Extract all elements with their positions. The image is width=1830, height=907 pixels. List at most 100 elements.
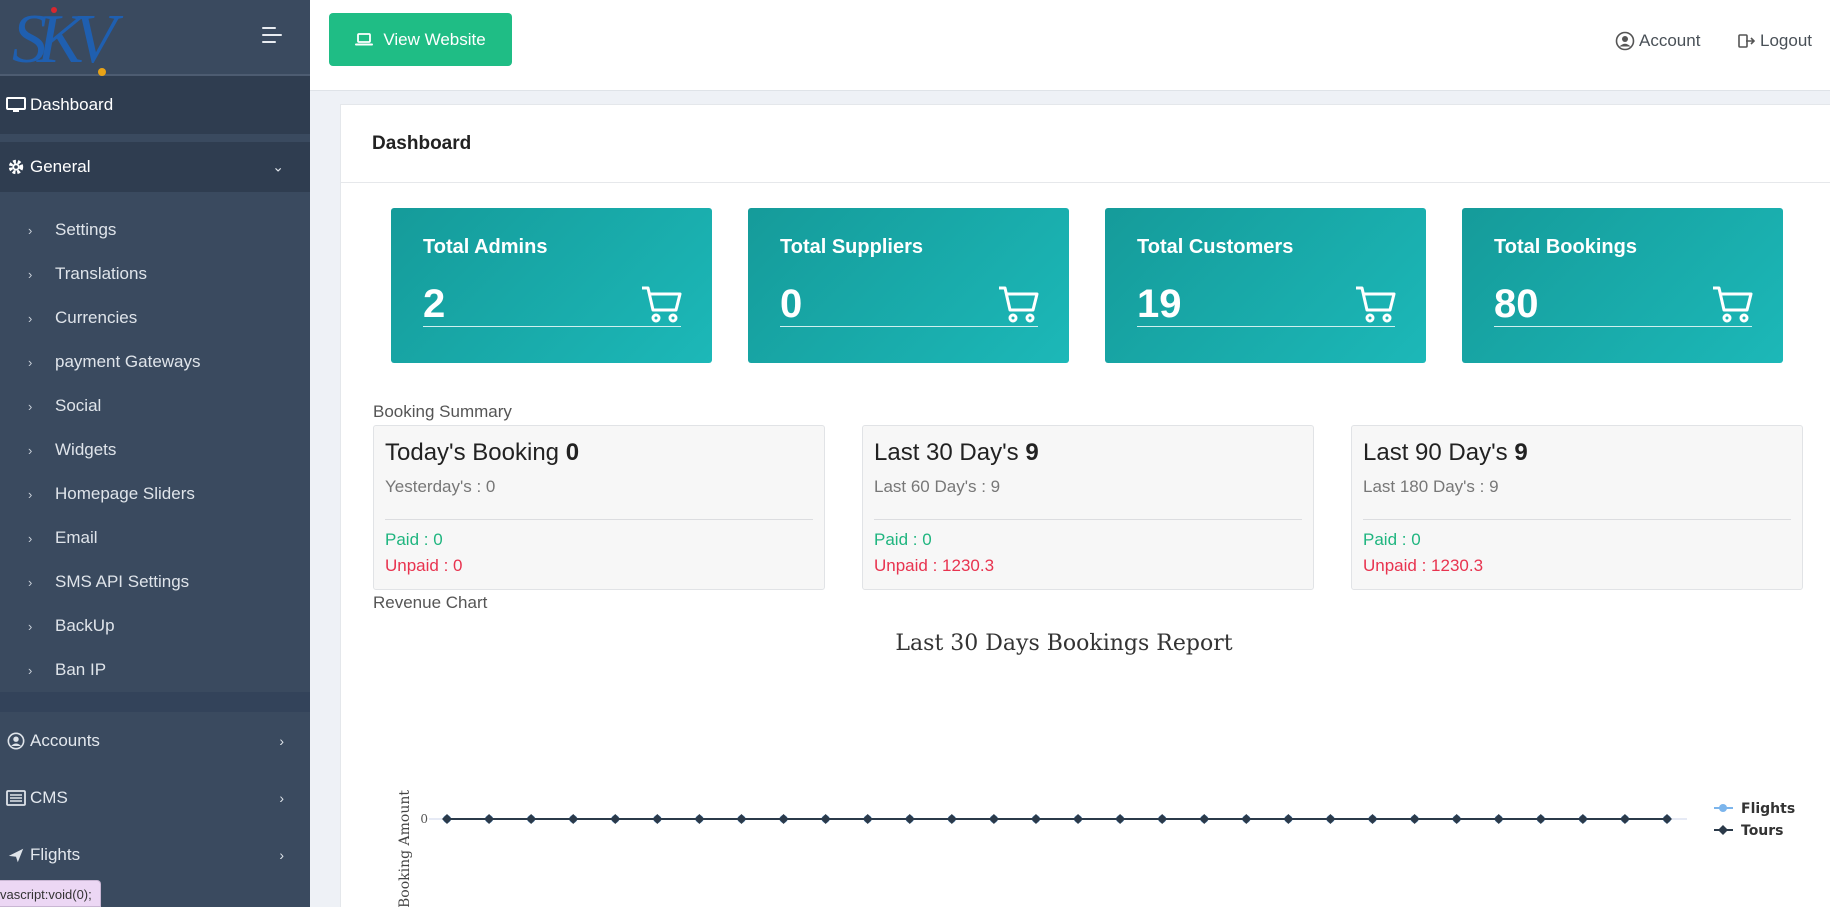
data-point-tours[interactable] xyxy=(1493,814,1504,824)
sidebar-item-label: SMS API Settings xyxy=(55,572,190,591)
y-axis-label: Booking Amount xyxy=(397,790,413,907)
data-point-tours[interactable] xyxy=(1619,814,1630,824)
sidebar-item-social[interactable]: › Social xyxy=(0,384,310,428)
data-point-tours[interactable] xyxy=(946,814,957,824)
data-point-tours[interactable] xyxy=(778,814,789,824)
data-point-tours[interactable] xyxy=(1325,814,1336,824)
data-point-tours[interactable] xyxy=(1662,814,1672,824)
user-circle-icon xyxy=(1615,31,1635,51)
sidebar-header: SKV xyxy=(0,0,310,76)
legend-item-tours[interactable]: Tours xyxy=(1714,823,1784,839)
unpaid-amount: Unpaid : 1230.3 xyxy=(1363,556,1484,575)
logout-link[interactable]: Logout xyxy=(1738,31,1812,51)
brand-logo[interactable]: SKV xyxy=(10,0,130,76)
view-website-button[interactable]: View Website xyxy=(329,13,512,66)
bookings-line-chart: Last 30 Days Bookings Report Booking Amo… xyxy=(397,631,1795,907)
data-point-tours[interactable] xyxy=(1115,814,1126,824)
stat-card-customers: Total Customers 19 xyxy=(1105,208,1426,363)
menu-toggle-icon[interactable] xyxy=(262,27,286,47)
data-point-tours[interactable] xyxy=(610,814,621,824)
summary-card-30-days: Last 30 Day's 9 Last 60 Day's : 9 Paid :… xyxy=(862,425,1314,590)
chevron-right-icon: › xyxy=(28,354,33,370)
summary-divider xyxy=(1363,519,1791,520)
sidebar-item-sms-api-settings[interactable]: › SMS API Settings xyxy=(0,560,310,604)
sidebar-item-accounts[interactable]: Accounts › xyxy=(0,712,310,769)
data-point-tours[interactable] xyxy=(652,814,663,824)
sidebar-item-general[interactable]: General ⌄ xyxy=(0,142,310,192)
shopping-cart-icon xyxy=(1356,286,1396,323)
data-point-tours[interactable] xyxy=(526,814,537,824)
sidebar-item-label: BackUp xyxy=(55,616,115,635)
data-point-tours[interactable] xyxy=(1157,814,1168,824)
desktop-icon xyxy=(6,97,26,112)
sidebar-item-currencies[interactable]: › Currencies xyxy=(0,296,310,340)
summary-subtext: Yesterday's : 0 xyxy=(385,477,496,496)
sidebar-item-backup[interactable]: › BackUp xyxy=(0,604,310,648)
plane-icon xyxy=(8,848,24,862)
data-point-tours[interactable] xyxy=(1199,814,1210,824)
sidebar-item-label: Translations xyxy=(55,264,147,283)
stat-value: 2 xyxy=(423,282,446,326)
account-label: Account xyxy=(1639,31,1701,50)
data-point-tours[interactable] xyxy=(1535,814,1546,824)
data-point-tours[interactable] xyxy=(442,814,452,824)
unpaid-amount: Unpaid : 1230.3 xyxy=(874,556,995,575)
paid-amount: Paid : 0 xyxy=(1363,530,1421,549)
data-point-tours[interactable] xyxy=(736,814,747,824)
summary-title-text: Today's Booking xyxy=(385,439,560,466)
data-point-tours[interactable] xyxy=(1283,814,1294,824)
sidebar-item-label: Flights xyxy=(30,844,81,864)
stat-card-bookings: Total Bookings 80 xyxy=(1462,208,1783,363)
data-point-tours[interactable] xyxy=(1241,814,1252,824)
data-point-tours[interactable] xyxy=(1577,814,1588,824)
data-point-tours[interactable] xyxy=(484,814,495,824)
revenue-chart-heading: Revenue Chart xyxy=(373,593,488,612)
chevron-right-icon: › xyxy=(28,618,33,634)
sidebar-item-widgets[interactable]: › Widgets xyxy=(0,428,310,472)
sidebar-item-label: Email xyxy=(55,528,98,547)
view-website-label: View Website xyxy=(383,29,486,49)
stat-label: Total Admins xyxy=(423,236,548,258)
stat-label: Total Suppliers xyxy=(780,236,923,258)
chart-legend: Flights Tours xyxy=(1714,801,1795,839)
paid-amount: Paid : 0 xyxy=(385,530,443,549)
chevron-right-icon: › xyxy=(28,486,33,502)
sidebar-item-homepage-sliders[interactable]: › Homepage Sliders xyxy=(0,472,310,516)
sidebar-item-label: CMS xyxy=(30,787,68,807)
legend-item-flights[interactable]: Flights xyxy=(1714,801,1795,817)
stat-card-suppliers: Total Suppliers 0 xyxy=(748,208,1069,363)
stat-value: 19 xyxy=(1137,282,1182,326)
summary-count: 9 xyxy=(1025,439,1039,466)
gear-icon xyxy=(8,159,24,175)
account-link[interactable]: Account xyxy=(1615,31,1700,51)
summary-card-today: Today's Booking 0 Yesterday's : 0 Paid :… xyxy=(373,425,825,590)
chevron-right-icon: › xyxy=(28,530,33,546)
sidebar-item-ban-ip[interactable]: › Ban IP xyxy=(0,648,310,692)
data-point-tours[interactable] xyxy=(1367,814,1378,824)
shopping-cart-icon xyxy=(999,286,1039,323)
data-point-tours[interactable] xyxy=(820,814,831,824)
stat-value: 0 xyxy=(780,282,803,326)
sidebar-item-label: payment Gateways xyxy=(55,352,201,371)
sidebar-item-dashboard[interactable]: Dashboard xyxy=(0,76,310,134)
data-point-tours[interactable] xyxy=(694,814,705,824)
data-point-tours[interactable] xyxy=(988,814,999,824)
data-point-tours[interactable] xyxy=(1073,814,1084,824)
shopping-cart-icon xyxy=(1713,286,1753,323)
sidebar-item-email[interactable]: › Email xyxy=(0,516,310,560)
unpaid-amount: Unpaid : 0 xyxy=(385,556,463,575)
sidebar-item-payment-gateways[interactable]: › payment Gateways xyxy=(0,340,310,384)
chevron-right-icon: › xyxy=(28,442,33,458)
data-point-tours[interactable] xyxy=(568,814,579,824)
sidebar-item-cms[interactable]: CMS › xyxy=(0,769,310,826)
data-point-tours[interactable] xyxy=(1409,814,1420,824)
data-point-tours[interactable] xyxy=(1030,814,1041,824)
sidebar-item-flights[interactable]: Flights › xyxy=(0,826,310,883)
summary-count: 9 xyxy=(1514,439,1528,466)
sidebar-item-translations[interactable]: › Translations xyxy=(0,252,310,296)
data-point-tours[interactable] xyxy=(1451,814,1462,824)
top-navbar: View Website Account Logout xyxy=(310,0,1830,91)
data-point-tours[interactable] xyxy=(862,814,873,824)
sidebar-item-settings[interactable]: › Settings xyxy=(0,208,310,252)
data-point-tours[interactable] xyxy=(904,814,915,824)
